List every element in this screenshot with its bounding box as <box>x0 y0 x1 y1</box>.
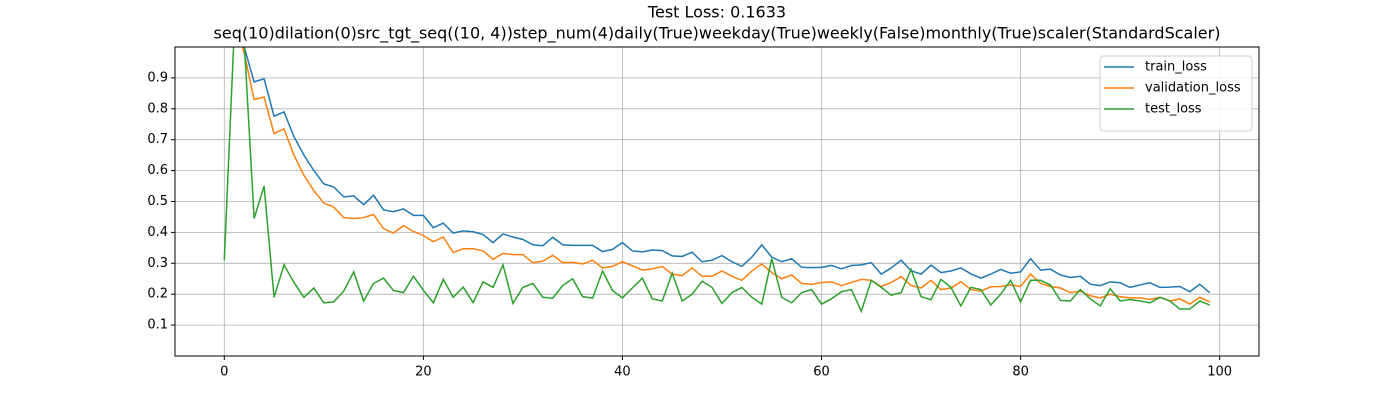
x-tick-label: 100 <box>1207 365 1232 380</box>
series-line <box>243 47 1211 294</box>
y-tick-label: 0.5 <box>147 194 168 209</box>
y-tick-label: 0.7 <box>147 132 168 147</box>
legend-label: train_loss <box>1145 60 1207 75</box>
y-tick-label: 0.3 <box>147 256 168 271</box>
series-line <box>241 47 1211 305</box>
x-tick-label: 60 <box>813 365 830 380</box>
x-tick-label: 40 <box>614 365 631 380</box>
axes: 0.1 0.2 0.3 0.4 0.5 0.6 0.7 0.8 0.9 0 20 40 60 80 100 <box>147 70 1232 379</box>
y-tick-label: 0.9 <box>147 70 168 85</box>
x-tick-label: 0 <box>220 365 228 380</box>
y-tick-label: 0.4 <box>147 225 168 240</box>
chart-subtitle: seq(10)dilation(0)src_tgt_seq((10, 4))st… <box>214 24 1221 44</box>
plot-area <box>223 47 1211 314</box>
y-tick-label: 0.8 <box>147 101 168 116</box>
legend-label: validation_loss <box>1145 81 1241 96</box>
y-tick-label: 0.6 <box>147 163 168 178</box>
legend: train_loss validation_loss test_loss <box>1099 55 1253 132</box>
y-tick-label: 0.1 <box>147 318 168 333</box>
series-line <box>223 47 1211 314</box>
x-tick-label: 20 <box>415 365 432 380</box>
chart-title: Test Loss: 0.1633 <box>647 3 786 22</box>
legend-box <box>1099 55 1253 132</box>
legend-label: test_loss <box>1145 102 1202 117</box>
x-tick-label: 80 <box>1012 365 1029 380</box>
y-tick-label: 0.2 <box>147 287 168 302</box>
